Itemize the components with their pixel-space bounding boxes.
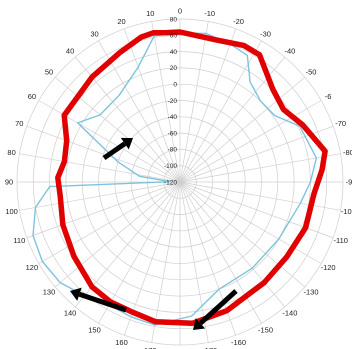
angle-label: -70 xyxy=(335,119,346,128)
angle-label: 80 xyxy=(7,148,15,157)
angle-label: -140 xyxy=(282,309,297,318)
arrow-shaft xyxy=(198,289,238,326)
annotation-arrows xyxy=(70,137,238,330)
grid-spoke xyxy=(19,153,181,183)
grid-spoke xyxy=(26,125,181,183)
red-series-line xyxy=(55,29,328,327)
angle-label: -40 xyxy=(284,47,295,56)
angle-label: -160 xyxy=(231,338,246,347)
grid-spoke xyxy=(179,76,306,183)
angle-label: 70 xyxy=(15,119,23,128)
angle-label: 100 xyxy=(5,207,18,216)
angle-label: 140 xyxy=(64,309,77,318)
angle-label: -170 xyxy=(202,346,217,349)
grid-spoke xyxy=(179,181,306,288)
angle-label: 130 xyxy=(43,287,56,296)
angle-label: -110 xyxy=(333,236,347,245)
series-layer xyxy=(32,29,328,327)
grid-spoke xyxy=(179,153,341,183)
angle-label: -120 xyxy=(321,263,336,272)
angle-label: 20 xyxy=(117,17,125,26)
grid-spoke xyxy=(179,181,262,324)
grid-spoke xyxy=(179,28,237,183)
arrow-head xyxy=(120,137,133,150)
angle-label: 60 xyxy=(28,92,36,101)
angle-label: -90 xyxy=(346,178,352,187)
grid-spoke xyxy=(26,181,181,239)
grid-spoke xyxy=(98,40,181,183)
angle-label: -20 xyxy=(233,17,244,26)
grid-spoke xyxy=(179,21,209,183)
angle-label: 40 xyxy=(66,47,74,56)
grid-spoke xyxy=(179,181,286,308)
radial-labels: -120 -100 -80 -60 -40 -20 0 20 40 60 80 xyxy=(164,16,177,186)
angle-label: 160 xyxy=(115,338,128,347)
radial-label: 60 xyxy=(170,33,178,40)
grid-spoke xyxy=(179,181,209,343)
radial-label: 20 xyxy=(170,65,178,72)
angle-label: 50 xyxy=(45,68,53,77)
angle-label: -80 xyxy=(343,148,352,157)
arrow-head xyxy=(193,318,206,330)
grid-spoke xyxy=(54,181,181,288)
angle-label: 90 xyxy=(5,178,13,187)
angle-label: 170 xyxy=(144,346,157,349)
radial-label: -120 xyxy=(164,179,177,186)
grid-spoke xyxy=(179,100,322,183)
angle-label: 0 xyxy=(178,7,182,16)
angle-label: -30 xyxy=(260,29,271,38)
grid-spoke xyxy=(151,21,181,183)
arrow-shaft xyxy=(78,291,127,313)
radial-label: -40 xyxy=(168,114,178,121)
grid-spoke xyxy=(179,181,322,264)
grid-spoke xyxy=(19,181,181,211)
angle-label: -50 xyxy=(306,68,317,77)
angle-label: -100 xyxy=(341,207,352,216)
angle-label: -6 xyxy=(325,92,332,101)
angle-label: -10 xyxy=(204,9,215,18)
radial-label: 0 xyxy=(173,82,177,89)
polar-grid xyxy=(16,18,344,346)
angle-label: 10 xyxy=(146,9,154,18)
grid-spoke xyxy=(123,28,181,183)
radial-label: -20 xyxy=(168,98,178,105)
grid-spoke xyxy=(38,181,181,264)
angle-labels: 0-10-20-30-40-50-6-70-80-90-100-110-120-… xyxy=(5,7,352,349)
angle-label: -150 xyxy=(258,326,273,335)
arrow-head xyxy=(70,287,82,301)
angle-label: 110 xyxy=(13,236,25,245)
angle-label: 150 xyxy=(88,326,101,335)
radial-label: 40 xyxy=(170,49,178,56)
angle-label: -130 xyxy=(303,287,318,296)
radial-label: -80 xyxy=(168,147,178,154)
radial-label: 80 xyxy=(170,16,178,23)
radial-label: -60 xyxy=(168,130,178,137)
grid-spoke xyxy=(151,181,181,343)
radial-label: -100 xyxy=(164,163,177,170)
arrow-shaft xyxy=(102,141,127,161)
angle-label: 120 xyxy=(26,263,39,272)
angle-label: 30 xyxy=(90,29,98,38)
grid-spoke xyxy=(179,125,334,183)
